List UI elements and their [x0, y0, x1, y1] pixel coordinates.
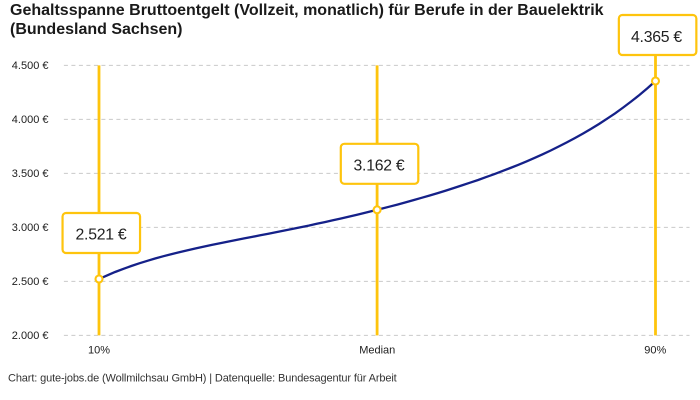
svg-text:4.365 €: 4.365 € [631, 29, 682, 46]
svg-text:3.162 €: 3.162 € [354, 157, 405, 174]
svg-text:2.000 €: 2.000 € [12, 330, 49, 342]
svg-text:2.521 €: 2.521 € [76, 227, 127, 244]
svg-text:Median: Median [359, 345, 395, 357]
svg-text:90%: 90% [644, 345, 666, 357]
svg-text:4.500 €: 4.500 € [12, 60, 49, 72]
svg-text:Chart: gute-jobs.de (Wollmilch: Chart: gute-jobs.de (Wollmilchsau GmbH) … [8, 372, 397, 384]
svg-text:2.500 €: 2.500 € [12, 276, 49, 288]
svg-text:4.000 €: 4.000 € [12, 114, 49, 126]
svg-text:3.000 €: 3.000 € [12, 222, 49, 234]
svg-text:3.500 €: 3.500 € [12, 168, 49, 180]
svg-text:10%: 10% [88, 345, 110, 357]
